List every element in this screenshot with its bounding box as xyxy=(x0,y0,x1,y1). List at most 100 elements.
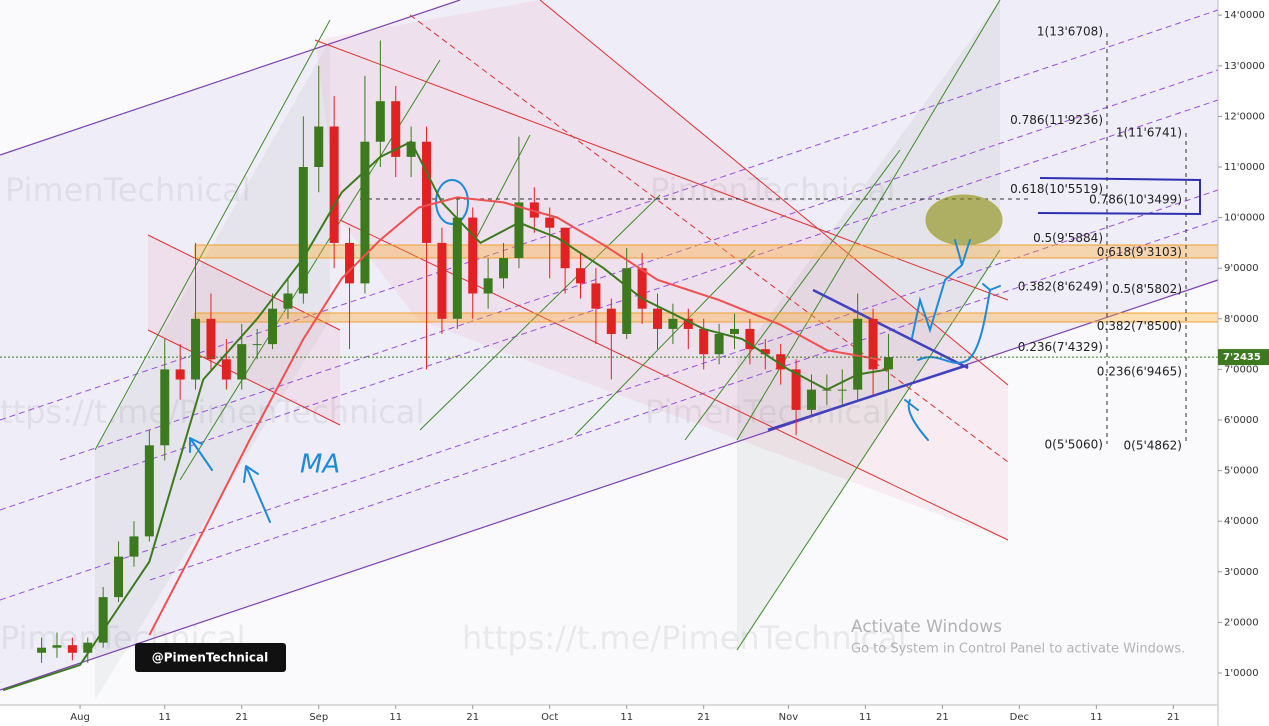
candle-body xyxy=(853,318,863,390)
candle-body xyxy=(514,202,524,259)
watermark: https://t.me/PimenTechnical xyxy=(462,619,907,657)
watermark: PimenTechnical xyxy=(650,171,896,209)
candle-body xyxy=(129,536,139,557)
candle-body xyxy=(483,278,493,294)
candle-body xyxy=(699,328,709,355)
red-channel xyxy=(147,0,1009,541)
fib-label: 0.786(10'3499) xyxy=(1089,192,1182,206)
x-tick-label: Nov xyxy=(779,712,799,723)
candle-body xyxy=(653,308,663,329)
fib-label: 0.236(6'9465) xyxy=(1097,365,1182,379)
candle-body xyxy=(314,126,324,168)
candle-body xyxy=(576,268,586,284)
y-tick-label: 2'0000 xyxy=(1224,617,1259,628)
x-tick-label: 21 xyxy=(1167,712,1180,723)
candle-body xyxy=(729,328,739,334)
candle-body xyxy=(329,126,339,243)
y-tick-label: 3'0000 xyxy=(1224,567,1259,578)
candle-body xyxy=(375,101,385,142)
candle-body xyxy=(868,318,878,370)
fib-label: 0.618(10'5519) xyxy=(1010,182,1103,196)
candle-body xyxy=(98,597,108,643)
candle-body xyxy=(776,354,786,370)
fib-label: 0.618(9'3103) xyxy=(1097,245,1182,259)
fib-label: 0.5(9'5884) xyxy=(1033,231,1103,245)
badge xyxy=(135,643,286,672)
candle-body xyxy=(83,642,93,653)
candle-body xyxy=(437,242,447,319)
y-tick-label: 14'0000 xyxy=(1224,10,1265,21)
hand-drawn xyxy=(189,179,1001,523)
watermark: PimenTechnical xyxy=(5,171,251,209)
candle-body xyxy=(529,202,539,218)
candle-body xyxy=(622,268,632,334)
last-price-label: 7'2435 xyxy=(1223,352,1261,363)
candle-body xyxy=(67,645,77,653)
x-tick-label: 21 xyxy=(697,712,710,723)
last-price-box xyxy=(1218,349,1269,366)
fib-label: 1(13'6708) xyxy=(1037,24,1103,38)
y-tick-label: 5'0000 xyxy=(1224,466,1259,477)
y-tick-label: 1'0000 xyxy=(1224,668,1259,679)
x-tick-label: 11 xyxy=(859,712,872,723)
candle-body xyxy=(360,141,370,284)
candle-body xyxy=(637,268,647,309)
candle-body xyxy=(191,318,201,380)
candle-body xyxy=(298,167,308,294)
y-tick-label: 11'0000 xyxy=(1224,162,1265,173)
candle-body xyxy=(406,141,416,157)
y-tick-label: 10'0000 xyxy=(1224,213,1265,224)
pitchfork-fill xyxy=(737,0,1000,650)
y-tick-label: 7'0000 xyxy=(1224,364,1259,375)
fib-label: 0.786(11'9236) xyxy=(1010,113,1103,127)
candle-body xyxy=(468,217,478,294)
y-tick-label: 4'0000 xyxy=(1224,516,1259,527)
x-tick-label: 11 xyxy=(389,712,402,723)
candle-body xyxy=(206,318,216,360)
annotation: MA xyxy=(300,450,340,480)
candle-body xyxy=(160,369,170,446)
x-tick-label: 11 xyxy=(620,712,633,723)
y-tick-label: 8'0000 xyxy=(1224,314,1259,325)
plot-background xyxy=(0,0,1218,705)
channel-line xyxy=(0,279,1219,691)
candle-body xyxy=(560,227,570,269)
moving-average xyxy=(2,140,889,692)
fib-label: 0.5(8'5802) xyxy=(1112,282,1182,296)
triangle xyxy=(767,288,969,432)
candle-body xyxy=(37,647,47,653)
candle-body xyxy=(114,556,124,598)
candle-body xyxy=(345,242,355,284)
candle-body xyxy=(237,344,247,380)
badge-text: @PimenTechnical xyxy=(152,651,268,665)
y-tick-label: 13'0000 xyxy=(1224,61,1265,72)
candle-body xyxy=(668,318,678,329)
candle-body xyxy=(144,445,154,537)
candle-body xyxy=(745,328,755,350)
candle-body xyxy=(422,141,432,243)
fib-label: 0(5'5060) xyxy=(1045,437,1103,451)
candle-body xyxy=(683,318,693,329)
x-tick-label: 21 xyxy=(466,712,479,723)
candle-body xyxy=(791,369,801,410)
candle-body xyxy=(452,217,462,319)
candle-body xyxy=(606,308,616,334)
fib-label: 0.382(7'8500) xyxy=(1097,319,1182,333)
marks xyxy=(2,40,893,692)
red-channel-fill xyxy=(315,0,1008,540)
candle-body xyxy=(268,308,278,345)
target-bracket xyxy=(1037,177,1201,216)
candle-body xyxy=(806,389,816,410)
x-tick-label: 11 xyxy=(158,712,171,723)
fib-label: 0.236(7'4329) xyxy=(1018,340,1103,354)
candle-body xyxy=(837,389,847,391)
watermarks: PimenTechnical PimenTechnical ttps://t.me/… xyxy=(0,171,907,657)
fib-label: 0(5'4862) xyxy=(1124,438,1182,452)
x-tick-label: 11 xyxy=(1090,712,1103,723)
candle-body xyxy=(714,333,724,355)
candle-body xyxy=(545,217,555,228)
watermark: ttps://t.me/PimenTechnical xyxy=(0,393,424,431)
x-tick-label: Sep xyxy=(309,712,328,723)
y-tick-label: 9'0000 xyxy=(1224,263,1259,274)
